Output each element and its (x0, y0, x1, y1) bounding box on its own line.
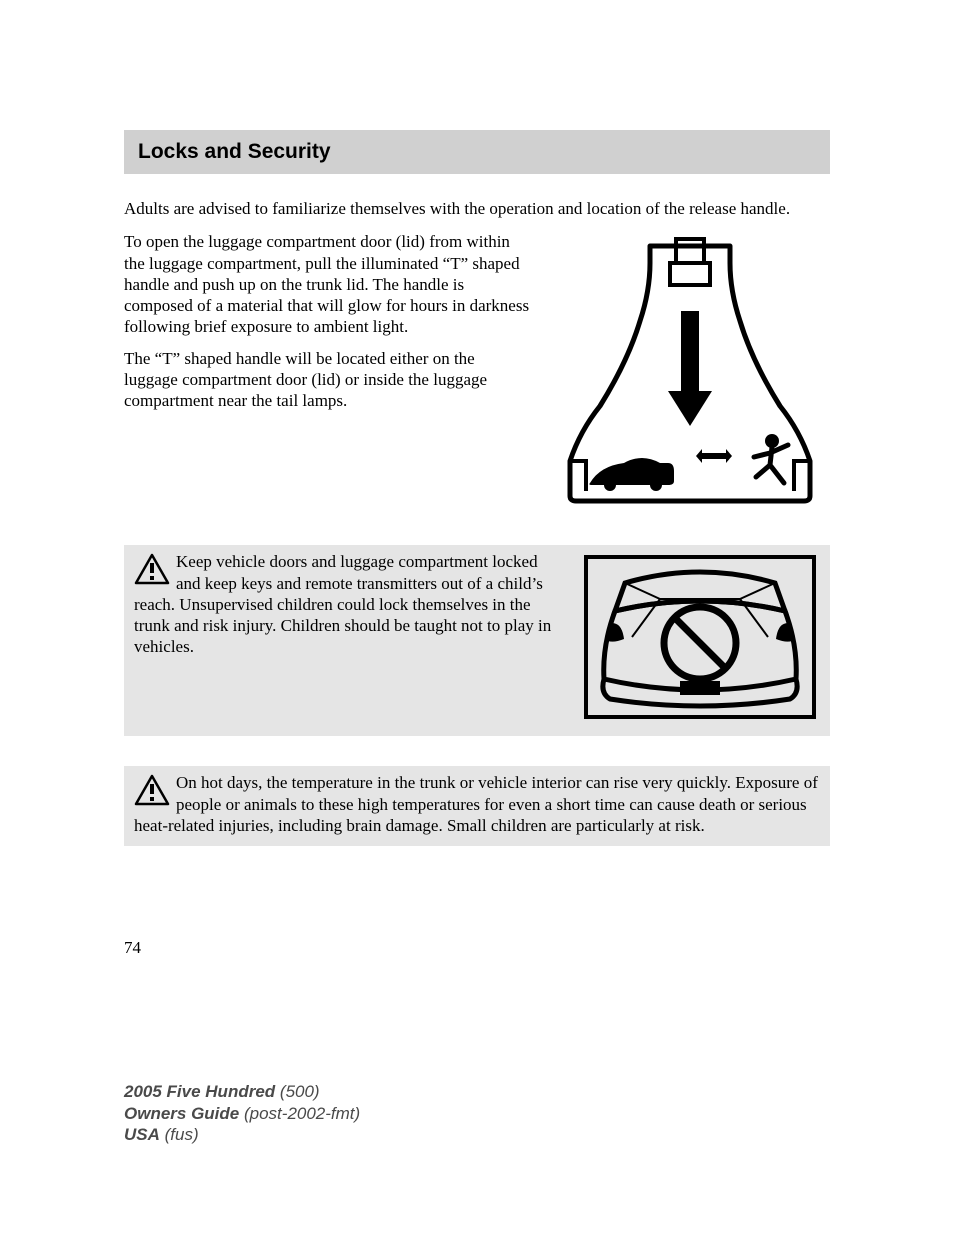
trunk-handle-figure (550, 231, 830, 521)
footer-model-bold: 2005 Five Hundred (124, 1082, 275, 1101)
warning-1-text: Keep vehicle doors and luggage compartme… (134, 552, 551, 656)
paragraph-3: The “T” shaped handle will be located ei… (124, 348, 532, 412)
warning-triangle-icon (134, 774, 170, 806)
trunk-prohibit-figure (580, 551, 820, 726)
footer-guide-bold: Owners Guide (124, 1104, 239, 1123)
footer-region-bold: USA (124, 1125, 160, 1144)
warning-block-2: On hot days, the temperature in the trun… (124, 766, 830, 846)
content-row-1: To open the luggage compartment door (li… (124, 231, 830, 521)
warning-2-text: On hot days, the temperature in the trun… (134, 773, 818, 835)
footer: 2005 Five Hundred (500) Owners Guide (po… (124, 1081, 360, 1145)
footer-line-2: Owners Guide (post-2002-fmt) (124, 1103, 360, 1124)
warning-text-1: Keep vehicle doors and luggage compartme… (134, 551, 562, 726)
footer-model-code: (500) (280, 1082, 320, 1101)
warning-triangle-icon (134, 553, 170, 585)
footer-line-3: USA (fus) (124, 1124, 360, 1145)
footer-line-1: 2005 Five Hundred (500) (124, 1081, 360, 1102)
intro-paragraph: Adults are advised to familiarize themse… (124, 198, 830, 219)
paragraph-2: To open the luggage compartment door (li… (124, 231, 532, 337)
body-text-col: To open the luggage compartment door (li… (124, 231, 532, 521)
section-header: Locks and Security (124, 130, 830, 174)
figure-trunk-col (580, 551, 820, 726)
footer-guide-code: (post-2002-fmt) (244, 1104, 360, 1123)
figure-handle-col (550, 231, 830, 521)
warning-block-1: Keep vehicle doors and luggage compartme… (124, 545, 830, 736)
section-title: Locks and Security (138, 140, 816, 164)
footer-region-code: (fus) (165, 1125, 199, 1144)
page-number: 74 (124, 938, 830, 958)
